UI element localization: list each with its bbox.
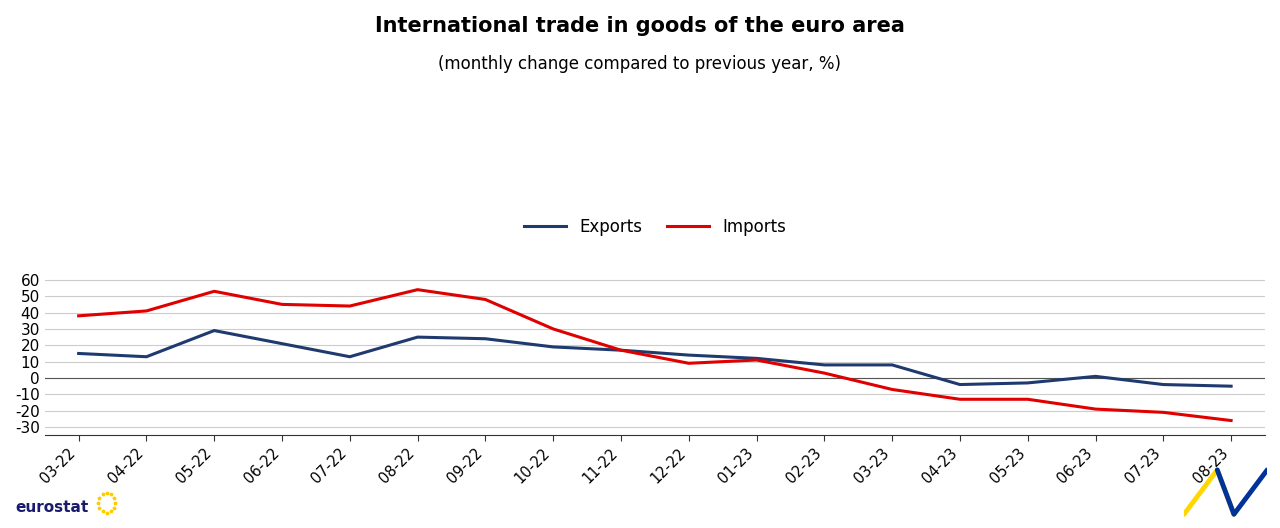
Text: (monthly change compared to previous year, %): (monthly change compared to previous yea…	[439, 55, 841, 73]
Text: eurostat: eurostat	[15, 500, 88, 515]
Text: International trade in goods of the euro area: International trade in goods of the euro…	[375, 16, 905, 36]
Legend: Exports, Imports: Exports, Imports	[517, 211, 792, 242]
